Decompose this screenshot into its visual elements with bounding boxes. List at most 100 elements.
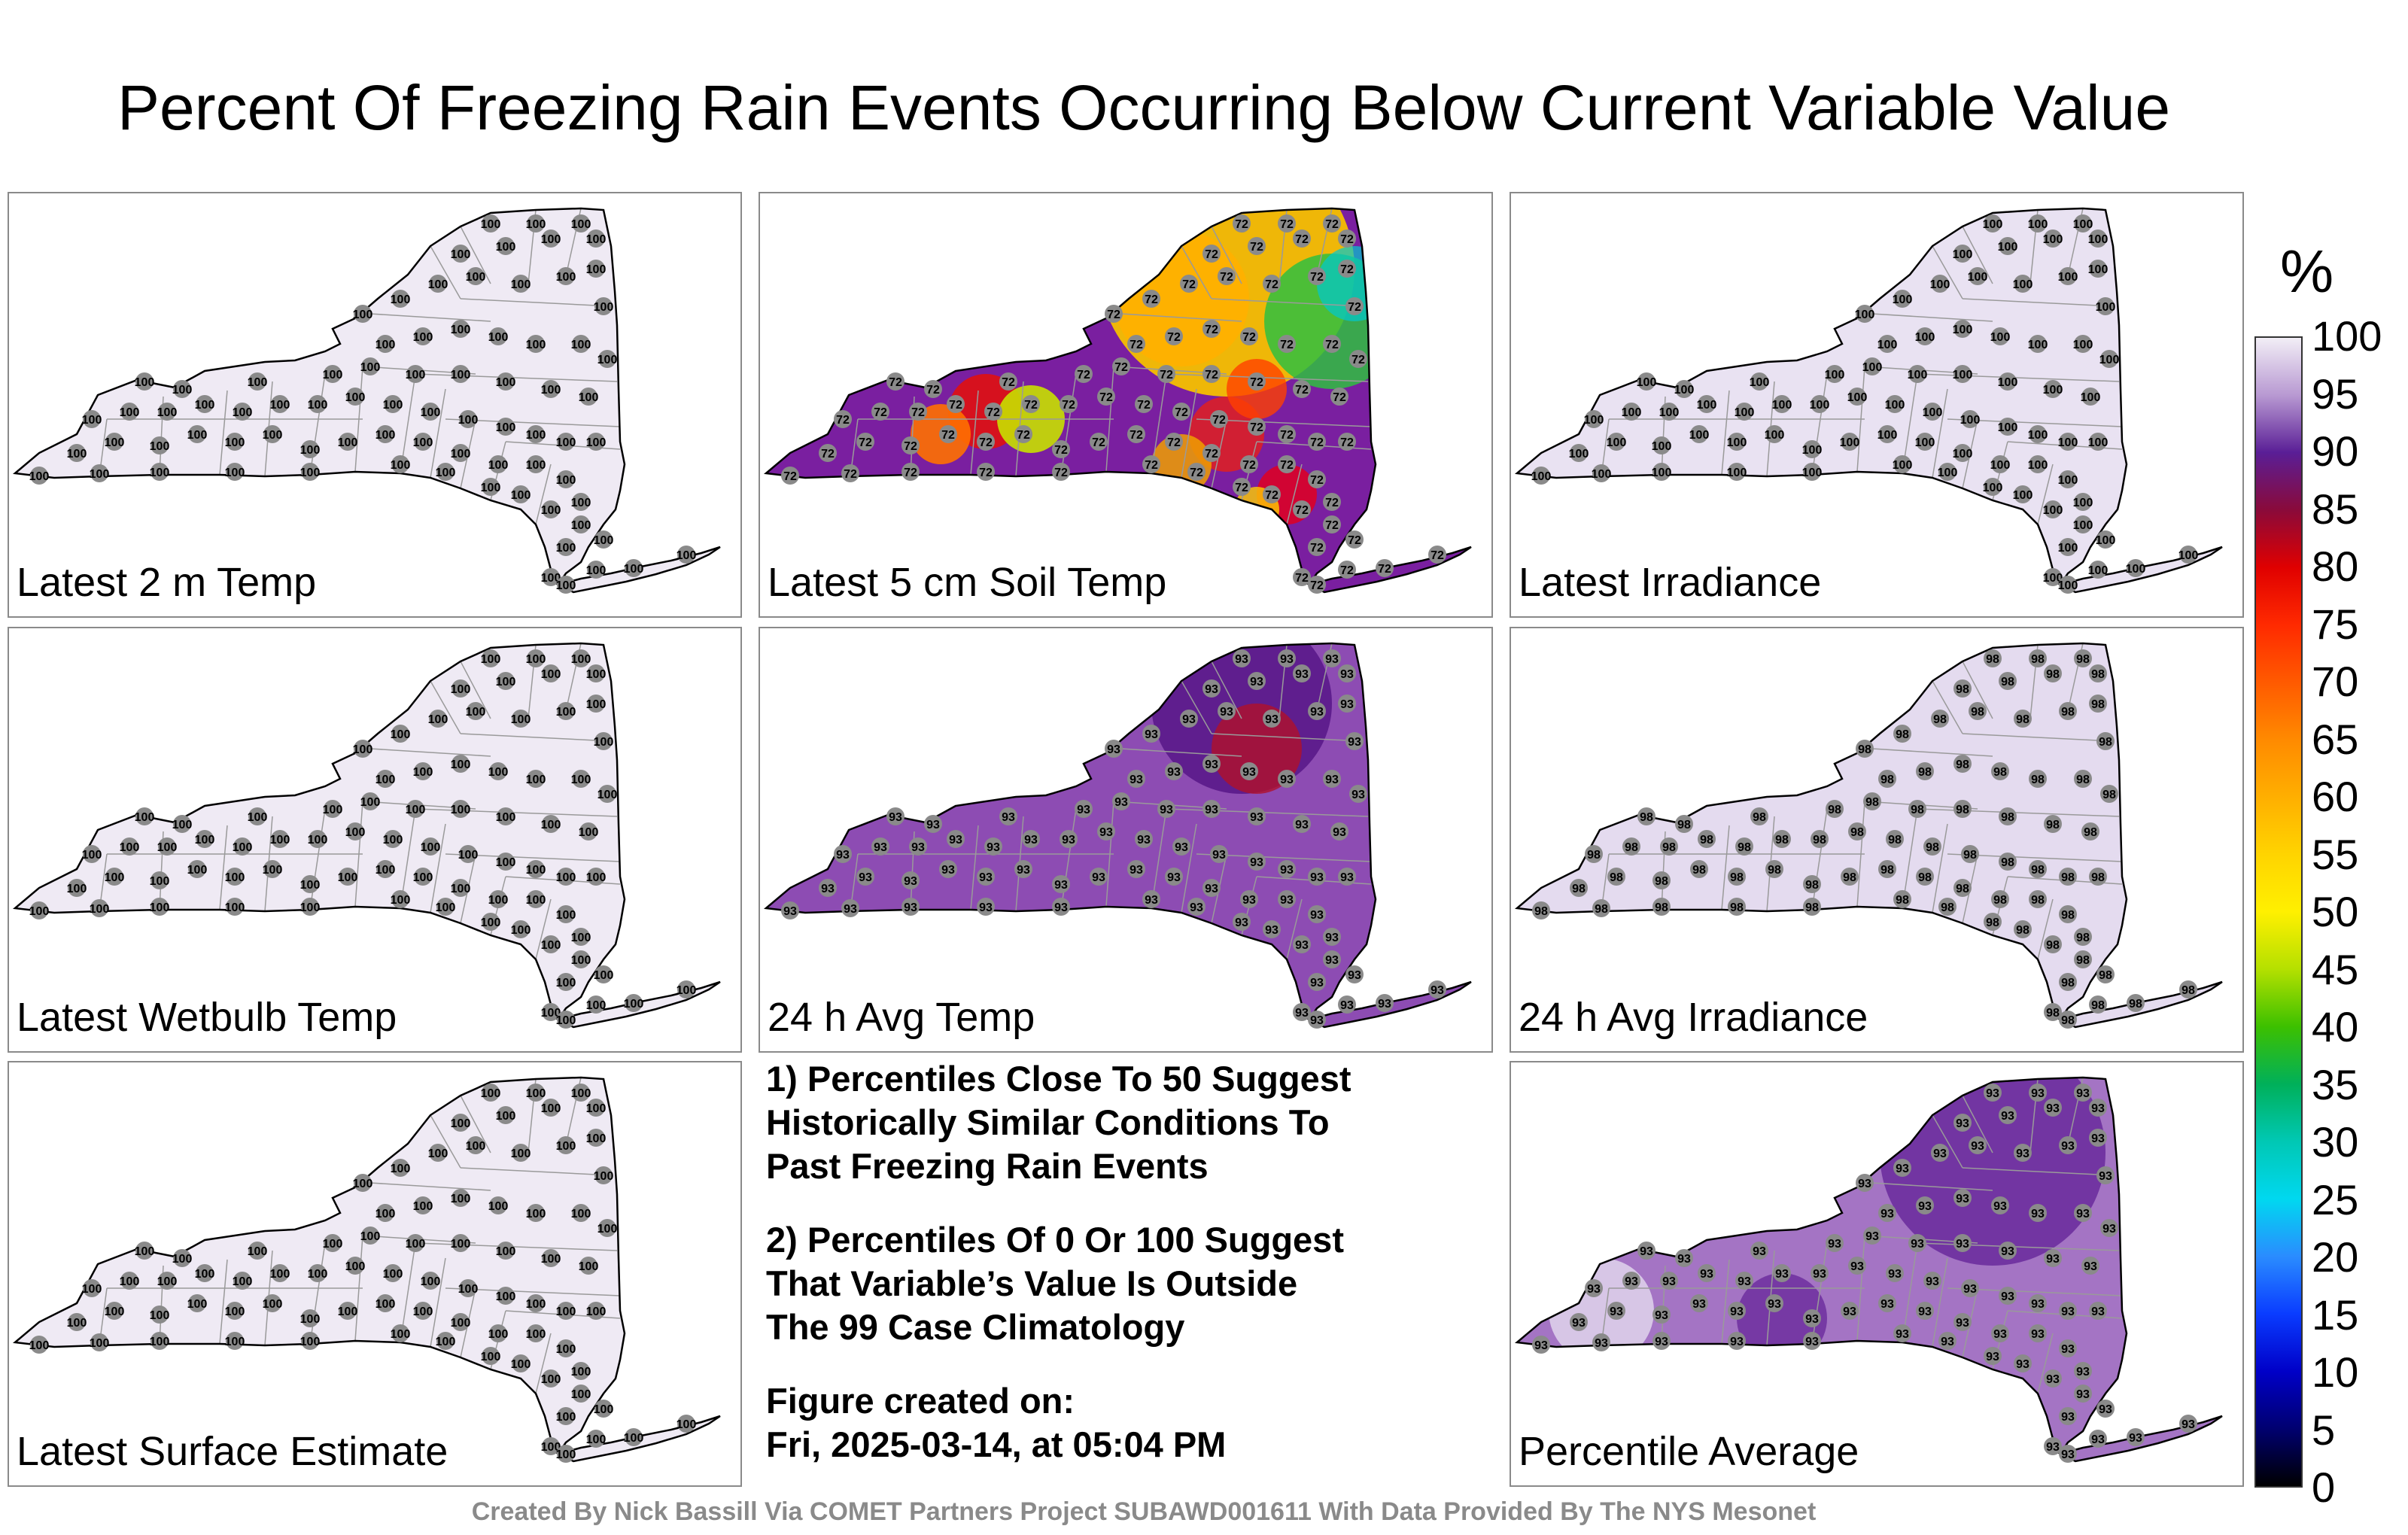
station-marker: 100	[488, 762, 508, 780]
station-marker: 72	[1090, 433, 1108, 451]
station-marker: 100	[1938, 463, 1957, 481]
colorbar-tick-label: 35	[2312, 1060, 2359, 1108]
station-marker: 93	[1278, 890, 1296, 908]
state-outline	[1514, 642, 2128, 1022]
station-value: 100	[353, 743, 373, 756]
county-line	[1932, 245, 1963, 299]
station-value: 100	[541, 572, 561, 585]
station-value: 98	[1926, 841, 1939, 854]
station-value: 98	[2076, 954, 2090, 967]
station-marker: 100	[1772, 395, 1792, 413]
station-marker: 100	[1727, 433, 1747, 451]
county-line	[219, 1259, 228, 1345]
station-marker: 72	[1293, 229, 1311, 248]
station-value: 100	[1772, 399, 1792, 412]
map-panel: 100 100 100 100 100 100 100 100 100 100 100 100 100 1…	[1510, 192, 2244, 618]
station-marker: 100	[496, 418, 515, 436]
station-marker: 98	[1826, 800, 1844, 818]
station-marker: 100	[375, 335, 395, 353]
station-marker: 100	[150, 1306, 169, 1324]
county-line	[970, 390, 979, 476]
station-marker: 100	[353, 740, 373, 758]
station-marker: 93	[2074, 1362, 2092, 1380]
station-value: 72	[889, 376, 902, 389]
station-marker: 98	[1938, 898, 1956, 916]
station-marker: 93	[1075, 800, 1093, 818]
station-marker: 93	[1592, 1333, 1610, 1351]
county-line	[309, 1242, 326, 1345]
station-value: 98	[1888, 834, 1902, 847]
station-marker: 93	[1097, 822, 1115, 840]
station-value: 100	[526, 218, 546, 231]
station-marker: 72	[1338, 229, 1356, 248]
station-marker: 100	[466, 1136, 485, 1154]
station-marker: 93	[1585, 1279, 1603, 1297]
station-marker: 100	[1652, 436, 1671, 454]
station-marker: 98	[1969, 702, 1987, 720]
station-marker: 100	[2043, 500, 2063, 518]
state-fill	[15, 643, 720, 1027]
county-line	[219, 390, 228, 476]
station-marker: 93	[1323, 950, 1341, 968]
station-value: 100	[496, 856, 516, 869]
station-value: 93	[2046, 1441, 2060, 1454]
station-marker: 100	[579, 388, 598, 406]
station-marker: 93	[1878, 1294, 1896, 1312]
colorbar-tick-label: 45	[2312, 945, 2359, 993]
station-marker: 100	[120, 837, 139, 856]
station-value: 72	[1340, 564, 1354, 577]
station-marker: 93	[1690, 1294, 1708, 1312]
station-value: 100	[541, 939, 561, 952]
station-marker: 93	[1938, 1332, 1956, 1350]
station-marker: 100	[496, 672, 515, 690]
station-value: 93	[1295, 819, 1309, 831]
station-marker: 100	[413, 433, 433, 451]
county-line	[415, 1242, 618, 1251]
station-marker: 93	[2044, 1249, 2062, 1267]
station-value: 100	[308, 1268, 328, 1281]
station-value: 100	[556, 1140, 576, 1153]
station-value: 72	[1280, 429, 1294, 442]
station-value: 100	[1697, 399, 1717, 412]
station-marker: 100	[586, 260, 606, 278]
station-marker: 93	[1278, 649, 1296, 667]
station-value: 100	[263, 429, 283, 442]
station-marker: 98	[2029, 770, 2047, 788]
station-marker: 93	[1803, 1309, 1821, 1327]
state-outline	[2057, 1415, 2223, 1463]
station-marker: 98	[1652, 871, 1671, 889]
station-marker: 100	[571, 1362, 591, 1380]
ny-state-map: 100 100 100 100 100 100 100 100 100 100 100 100 100 1…	[1514, 207, 2223, 594]
station-value: 93	[1986, 1351, 1999, 1363]
station-value: 93	[1114, 796, 1128, 809]
station-marker: 93	[1308, 868, 1326, 886]
station-value: 100	[571, 774, 591, 786]
station-marker: 98	[2059, 973, 2077, 991]
station-marker: 100	[586, 1099, 606, 1117]
station-marker: 93	[2089, 1099, 2107, 1117]
station-value: 100	[526, 1328, 546, 1341]
station-marker: 98	[2096, 732, 2115, 750]
station-value: 100	[511, 278, 531, 291]
station-marker: 93	[1863, 1226, 1881, 1245]
station-value: 100	[135, 811, 155, 824]
station-marker: 100	[2028, 425, 2048, 443]
station-value: 100	[451, 804, 471, 816]
station-value: 93	[1325, 653, 1339, 666]
station-marker: 98	[2089, 664, 2107, 682]
station-marker: 100	[1697, 395, 1717, 413]
station-marker: 93	[1248, 807, 1266, 825]
station-value: 100	[1735, 406, 1755, 419]
station-marker: 100	[375, 1204, 395, 1222]
station-marker: 72	[1060, 395, 1078, 413]
station-marker: 72	[1308, 433, 1326, 451]
station-value: 100	[597, 789, 618, 801]
station-marker: 100	[586, 868, 606, 886]
county-line	[1166, 373, 1369, 382]
station-value: 100	[233, 841, 253, 854]
station-marker: 72	[901, 436, 920, 454]
station-marker: 100	[571, 928, 591, 946]
station-value: 93	[2061, 1448, 2075, 1461]
station-value: 93	[1655, 1336, 1668, 1348]
